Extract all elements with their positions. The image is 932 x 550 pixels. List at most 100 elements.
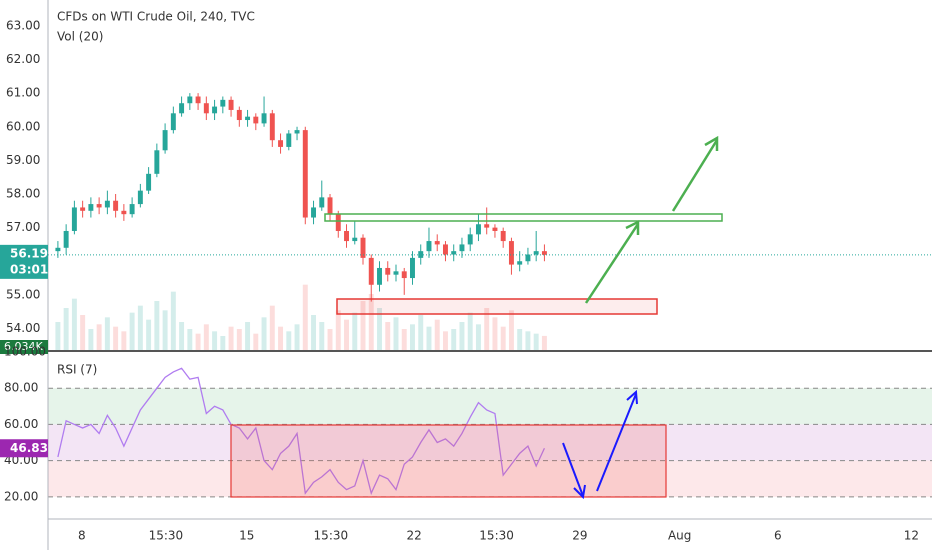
candle-body <box>162 130 168 151</box>
volume-bar <box>467 312 473 350</box>
candle-body <box>442 244 448 255</box>
rsi-tick-label: 60.00 <box>4 417 38 431</box>
candle-body <box>467 234 473 245</box>
volume-label-box <box>0 340 48 354</box>
rsi-bands <box>48 388 932 497</box>
volume-bar <box>508 310 514 350</box>
y-tick-label: 54.00 <box>6 321 40 335</box>
volume-bar <box>484 308 490 350</box>
y-tick-label: 55.00 <box>6 287 40 301</box>
candle-body <box>451 251 457 255</box>
volume-bar <box>344 319 349 350</box>
candle-body <box>212 106 218 114</box>
volume-bar <box>442 331 448 350</box>
volume-bar <box>137 305 143 350</box>
volume-bar <box>294 324 300 350</box>
volume-bar <box>335 310 341 350</box>
volume-title: Vol (20) <box>57 30 103 44</box>
candle-body <box>113 200 119 211</box>
y-tick-label: 61.00 <box>6 86 40 100</box>
candle-body <box>517 261 523 265</box>
candle-body <box>88 204 94 211</box>
countdown-label: 03:01:1 <box>10 262 61 276</box>
y-tick-label: 63.00 <box>6 18 40 32</box>
volume-bar <box>96 324 102 350</box>
candle-body <box>245 116 251 121</box>
y-tick-label: 60.00 <box>6 119 40 133</box>
volume-bar <box>195 333 201 350</box>
volume-bar <box>228 326 234 350</box>
volume-bar <box>129 312 135 350</box>
rsi-band <box>48 460 932 497</box>
volume-bar <box>220 336 226 350</box>
volume-bar <box>418 315 424 350</box>
volume-bar <box>71 298 77 350</box>
candle-body <box>344 230 349 242</box>
candle-body <box>327 197 333 215</box>
candle-body <box>104 200 110 208</box>
candle-body <box>319 197 325 208</box>
x-tick-label: 15:30 <box>479 529 514 543</box>
volume-bar <box>55 322 61 350</box>
volume-bar <box>368 294 374 350</box>
volume-bar <box>170 291 176 350</box>
x-tick-label: 12 <box>904 529 919 543</box>
volume-bar <box>385 322 391 350</box>
volume-bar <box>113 326 119 350</box>
volume-bar <box>459 322 465 350</box>
rsi-title: RSI (7) <box>57 363 97 377</box>
volume-bar <box>434 319 440 350</box>
candle-body <box>286 133 292 147</box>
candle-body <box>525 254 531 262</box>
candle-body <box>278 140 284 147</box>
candle-body <box>360 237 366 258</box>
candle-body <box>302 130 308 218</box>
candle-body <box>269 113 275 141</box>
candle-body <box>335 214 341 231</box>
candle-body <box>137 190 143 205</box>
candle-body <box>96 204 102 208</box>
candle-body <box>368 257 374 285</box>
candle-body <box>492 227 498 231</box>
y-tick-label: 62.00 <box>6 52 40 66</box>
volume-bar <box>269 305 275 350</box>
candle-body <box>385 267 391 275</box>
y-tick-label: 59.00 <box>6 153 40 167</box>
volume-bar <box>352 312 358 350</box>
candle-body <box>311 207 317 218</box>
volume-bar <box>88 329 94 350</box>
candle-body <box>236 109 242 121</box>
volume-bar <box>63 308 69 350</box>
volume-bar <box>525 331 531 350</box>
volume-bar <box>286 331 292 350</box>
rsi-band <box>48 424 932 461</box>
candle-body <box>187 96 193 104</box>
volume-bar <box>500 326 506 350</box>
volume-bar <box>533 333 539 350</box>
volume-bar <box>187 329 193 350</box>
x-tick-label: 15:30 <box>149 529 184 543</box>
rsi-tick-label: 20.00 <box>4 489 38 503</box>
candle-body <box>426 241 432 252</box>
volume-bar <box>203 324 209 350</box>
rsi-band <box>48 388 932 425</box>
volume-bar <box>179 322 185 350</box>
volume-bar <box>104 317 110 350</box>
candle-body <box>63 230 69 248</box>
volume-bar <box>401 329 407 350</box>
y-tick-label: 58.00 <box>6 186 40 200</box>
candle-body <box>294 130 300 134</box>
volume-bar <box>517 329 523 350</box>
candle-body <box>146 173 152 191</box>
volume-bar <box>302 284 308 350</box>
candle-body <box>154 150 160 174</box>
candle-body <box>129 204 135 215</box>
volume-bar <box>146 319 152 350</box>
chart-title: CFDs on WTI Crude Oil, 240, TVC <box>57 10 255 24</box>
volume-bar <box>410 324 415 350</box>
volume-bar <box>253 333 259 350</box>
blue-arrows <box>562 389 638 500</box>
labels-layer: 54.00 55.00 57.00 58.00 59.00 60.00 61.00 62.00… <box>0 18 919 543</box>
candle-body <box>484 224 490 228</box>
candle-body <box>541 251 547 255</box>
